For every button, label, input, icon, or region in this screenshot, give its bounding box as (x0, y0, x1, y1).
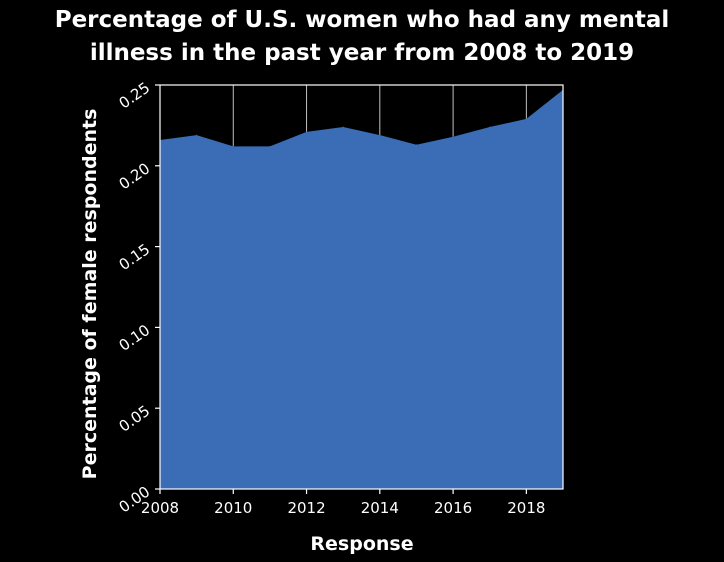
y-axis-ticks: 0.000.050.100.150.200.25 (116, 79, 160, 516)
y-tick-label-0.25: 0.25 (116, 79, 154, 113)
y-tick-label-0.10: 0.10 (116, 321, 154, 355)
chart-title-line-2: illness in the past year from 2008 to 20… (90, 40, 634, 66)
y-tick-label-0.20: 0.20 (116, 159, 154, 193)
y-tick-label-0.05: 0.05 (116, 402, 154, 436)
area-series (159, 89, 564, 490)
y-axis-label: Percentage of female respondents (79, 109, 101, 480)
x-tick-label-2016: 2016 (434, 499, 472, 517)
x-axis-ticks: 2008 2010 2012 2014 2016 2018 (141, 489, 545, 517)
axes (159, 84, 564, 490)
data-point-2018 (525, 118, 527, 120)
data-point-2014 (379, 134, 381, 136)
x-axis-label: Response (310, 533, 413, 555)
x-tick-label-2012: 2012 (287, 499, 325, 517)
x-tick-label-2008: 2008 (141, 499, 179, 517)
data-point-2009 (196, 134, 198, 136)
x-tick-label-2014: 2014 (361, 499, 399, 517)
y-tick-label-0.15: 0.15 (116, 240, 154, 274)
x-tick-label-2010: 2010 (214, 499, 252, 517)
data-point-2012 (306, 131, 308, 133)
data-point-2015 (415, 144, 417, 146)
data-point-2016 (452, 136, 454, 138)
data-point-2010 (232, 145, 234, 147)
data-point-2011 (269, 145, 271, 147)
data-point-2013 (342, 126, 344, 128)
chart-title-line-1: Percentage of U.S. women who had any men… (55, 7, 670, 33)
plot-frame (159, 84, 564, 490)
area-fill (160, 89, 563, 490)
data-point-2017 (489, 126, 491, 128)
x-tick-label-2018: 2018 (507, 499, 545, 517)
